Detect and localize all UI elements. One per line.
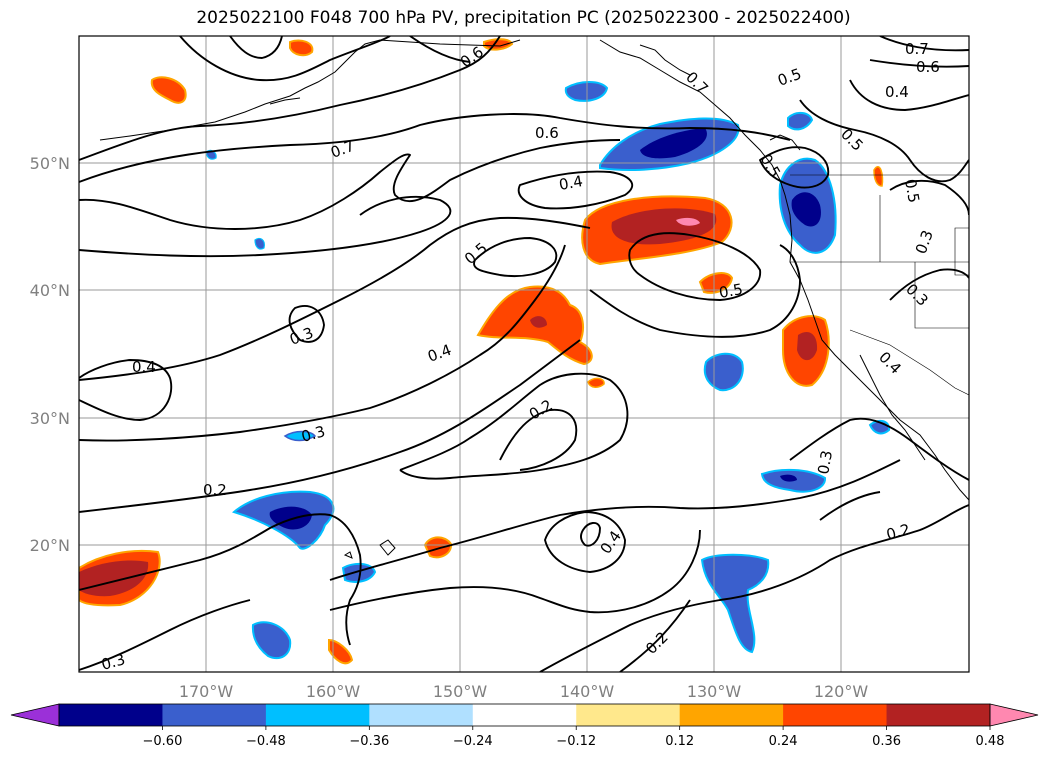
- lat-tick-labels: 20°N 30°N 40°N 50°N: [30, 154, 70, 555]
- contour-label: 0.6: [535, 124, 559, 142]
- contour-label: 0.5: [718, 280, 745, 302]
- lon-tick-label: 170°W: [179, 682, 234, 701]
- contour-label: 0.2: [884, 520, 912, 544]
- precip-area-pos-1-peak: [676, 217, 700, 226]
- contour-label: 0.3: [912, 228, 937, 257]
- colorbar: −0.60 −0.48 −0.36 −0.24 −0.12 0.12 0.24 0.36 0.4…: [10, 703, 1039, 749]
- colorbar-tick-label: −0.48: [246, 734, 286, 749]
- precip-area-neg-4: [700, 553, 770, 654]
- precip-area-neg-12: [283, 430, 317, 442]
- colorbar-tick-label: −0.36: [349, 734, 389, 749]
- colorbar-segment: [369, 704, 474, 726]
- contour-label: 0.2: [642, 628, 672, 658]
- contour-label: 0.3: [299, 422, 327, 446]
- precip-area-pos-12: [873, 165, 884, 187]
- lon-tick-label: 150°W: [433, 682, 488, 701]
- colorbar-extend-low: [10, 703, 60, 727]
- lon-tick-label: 160°W: [306, 682, 361, 701]
- colorbar-tick-label: 0.12: [665, 734, 694, 749]
- lon-tick-label: 120°W: [814, 682, 869, 701]
- precip-area-pos-2-core: [530, 316, 547, 328]
- colorbar-segment: [472, 704, 577, 726]
- map-frame: [78, 35, 970, 673]
- precip-area-neg-5: [703, 352, 744, 392]
- precip-area-neg-7: [564, 81, 609, 102]
- precip-area-pos-6: [698, 272, 734, 294]
- precip-area-neg-10: [787, 112, 814, 131]
- precip-area-neg-14: [254, 237, 265, 250]
- lat-tick-label: 40°N: [30, 281, 70, 300]
- lon-tick-label: 130°W: [687, 682, 742, 701]
- lon-tick-label: 140°W: [560, 682, 615, 701]
- contour-label: 0.4: [558, 172, 585, 194]
- contour-label: 0.3: [814, 449, 836, 476]
- colorbar-frame: [58, 703, 991, 727]
- pv-contours: [79, 36, 969, 672]
- precip-area-pos-3-core: [797, 331, 818, 361]
- contour-label: 0.4: [885, 83, 909, 101]
- contour-label: 0.5: [901, 178, 923, 205]
- colorbar-tick-label: −0.60: [143, 734, 183, 749]
- colorbar-segment: [265, 704, 370, 726]
- precip-area-pos-7: [423, 536, 453, 559]
- lat-tick-label: 30°N: [30, 409, 70, 428]
- precip-area-neg-1-core: [640, 128, 707, 159]
- colorbar-tick-label: 0.24: [769, 734, 798, 749]
- precip-area-pos-9: [483, 38, 514, 51]
- contour-label: 0.2: [203, 481, 227, 499]
- precipitation-shading: [79, 38, 891, 665]
- colorbar-segment: [576, 704, 681, 726]
- colorbar-tick-label: −0.12: [556, 734, 596, 749]
- colorbar-segment: [783, 704, 888, 726]
- colorbar-tick-label: −0.24: [453, 734, 493, 749]
- lat-tick-label: 20°N: [30, 536, 70, 555]
- contour-label: 0.3: [902, 280, 932, 310]
- contour-label: 0.4: [132, 358, 156, 376]
- contour-label: 0.5: [757, 151, 785, 181]
- colorbar-tick-label: 0.48: [976, 734, 1005, 749]
- colorbar-segment: [679, 704, 784, 726]
- coastlines: [99, 39, 969, 559]
- colorbar-segment: [162, 704, 267, 726]
- lon-tick-labels: 170°W 160°W 150°W 140°W 130°W 120°W: [179, 682, 869, 701]
- precip-area-neg-2-core: [791, 192, 821, 227]
- precip-area-pos-5: [150, 76, 187, 104]
- precip-area-pos-11: [587, 377, 605, 388]
- colorbar-extend-high: [989, 703, 1039, 727]
- contour-label: 0.5: [461, 239, 491, 268]
- precip-area-pos-10: [289, 39, 314, 57]
- contour-label: 0.6: [457, 43, 487, 71]
- precip-area-pos-4-core: [79, 560, 149, 597]
- lat-tick-label: 50°N: [30, 154, 70, 173]
- contour-label: 0.4: [425, 341, 454, 366]
- contour-label: 0.4: [597, 527, 625, 557]
- colorbar-tick-label: 0.36: [872, 734, 901, 749]
- contour-label: 0.7: [682, 68, 712, 98]
- precip-area-neg-8: [251, 621, 292, 660]
- colorbar-segment: [59, 704, 163, 726]
- contour-label: 0.5: [775, 65, 804, 90]
- precip-area-neg-6-core: [780, 474, 797, 482]
- figure-title: 2025022100 F048 700 hPa PV, precipitatio…: [196, 8, 851, 28]
- graticule: [79, 36, 969, 672]
- contour-label: 0.5: [837, 125, 867, 155]
- contour-label: 0.6: [916, 58, 940, 76]
- contour-label: 0.3: [99, 650, 127, 674]
- contour-label: 0.7: [905, 40, 929, 58]
- contour-label: 0.4: [875, 348, 905, 378]
- colorbar-segment: [886, 704, 991, 726]
